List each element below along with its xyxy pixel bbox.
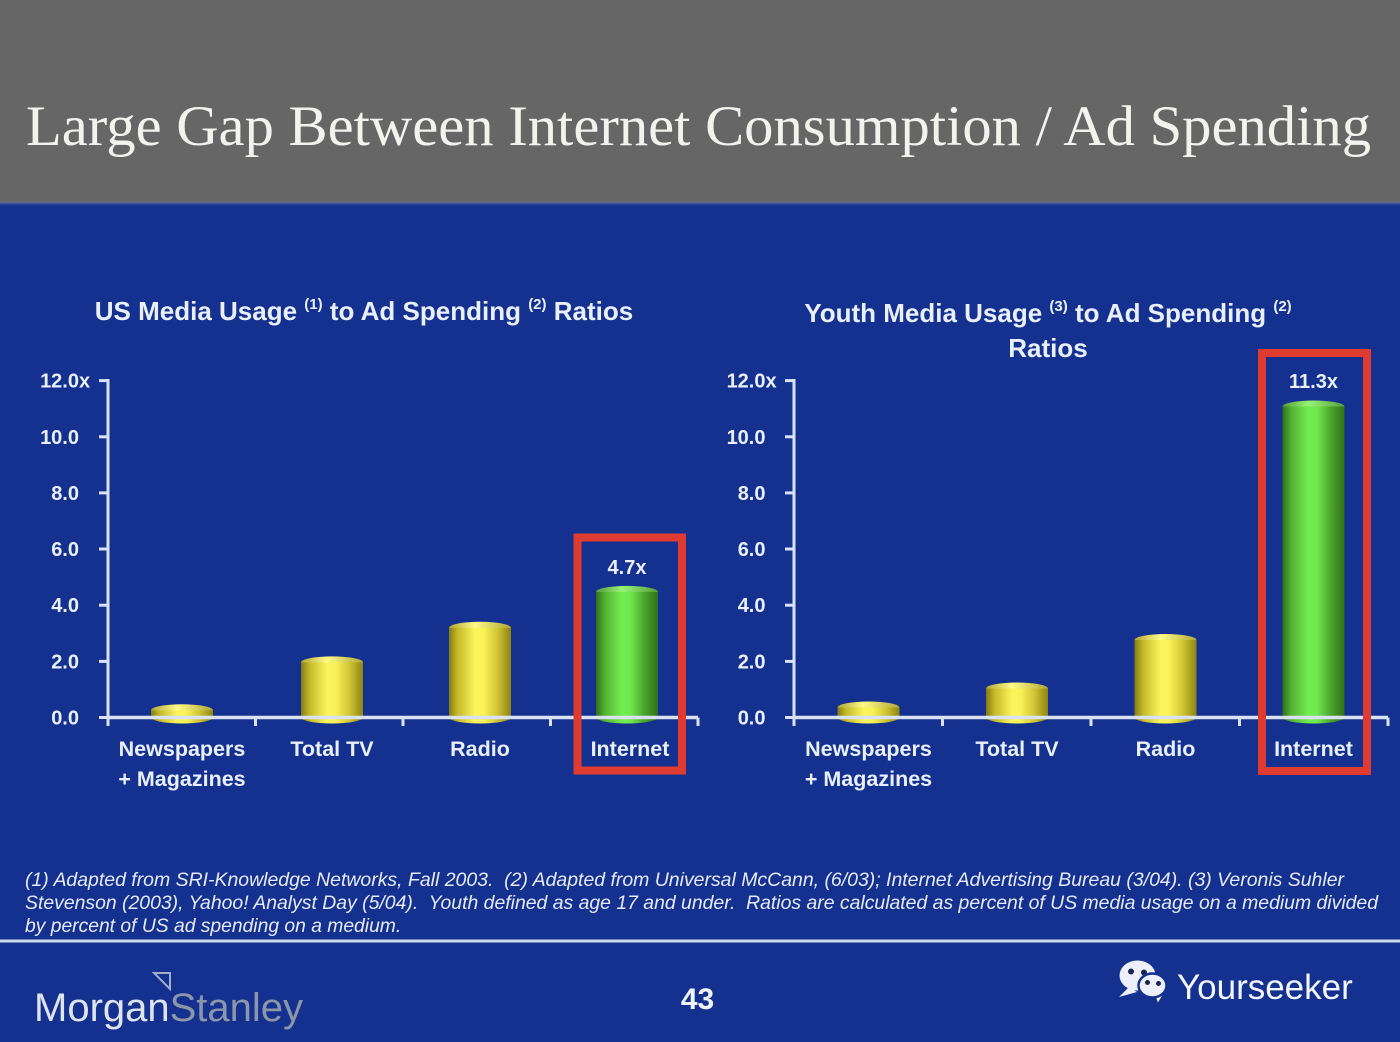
svg-text:Total TV: Total TV (975, 737, 1059, 761)
svg-text:10.0: 10.0 (727, 427, 766, 449)
svg-text:Radio: Radio (450, 737, 510, 761)
svg-text:MorganStanley: MorganStanley (34, 986, 303, 1030)
svg-text:x: x (766, 371, 777, 393)
svg-text:+ Magazines: + Magazines (118, 767, 245, 791)
svg-text:+ Magazines: + Magazines (805, 767, 932, 791)
svg-text:12.0: 12.0 (40, 371, 79, 393)
svg-text:2.0: 2.0 (738, 651, 766, 673)
svg-text:4.0: 4.0 (51, 595, 79, 617)
svg-text:by percent of US ad spending o: by percent of US ad spending on a medium… (25, 916, 401, 937)
svg-text:11.3x: 11.3x (1289, 371, 1338, 393)
svg-text:4.0: 4.0 (738, 595, 766, 617)
svg-text:43: 43 (681, 983, 714, 1016)
svg-text:Yourseeker: Yourseeker (1177, 968, 1353, 1007)
svg-text:Stevenson (2003), Yahoo! Analy: Stevenson (2003), Yahoo! Analyst Day (5/… (25, 893, 1379, 914)
svg-text:6.0: 6.0 (51, 539, 79, 561)
svg-text:12.0: 12.0 (727, 371, 766, 393)
svg-text:Total TV: Total TV (290, 737, 374, 761)
svg-text:10.0: 10.0 (40, 427, 79, 449)
svg-text:Radio: Radio (1136, 737, 1196, 761)
svg-text:Internet: Internet (591, 737, 670, 761)
svg-text:6.0: 6.0 (738, 539, 766, 561)
svg-text:0.0: 0.0 (51, 708, 79, 730)
svg-text:Newspapers: Newspapers (119, 737, 246, 761)
svg-text:Newspapers: Newspapers (805, 737, 932, 761)
svg-text:2.0: 2.0 (51, 651, 79, 673)
svg-text:Internet: Internet (1274, 737, 1353, 761)
svg-text:US Media Usage (1) to Ad Spend: US Media Usage (1) to Ad Spending (2) Ra… (95, 296, 633, 326)
svg-text:Ratios: Ratios (1008, 333, 1087, 363)
svg-text:x: x (79, 371, 90, 393)
svg-text:Youth Media Usage (3) to Ad Sp: Youth Media Usage (3) to Ad Spending (2) (804, 298, 1291, 328)
svg-text:Large Gap Between Internet Con: Large Gap Between Internet Consumption /… (26, 95, 1371, 158)
svg-text:8.0: 8.0 (51, 483, 79, 505)
svg-text:(1) Adapted from SRI-Knowledge: (1) Adapted from SRI-Knowledge Networks,… (25, 870, 1346, 891)
svg-text:0.0: 0.0 (738, 708, 766, 730)
svg-text:8.0: 8.0 (738, 483, 766, 505)
svg-text:4.7x: 4.7x (608, 557, 647, 579)
